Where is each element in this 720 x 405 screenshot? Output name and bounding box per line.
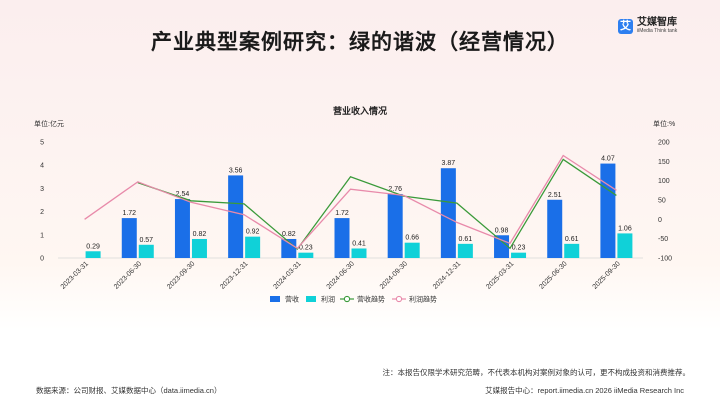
data-label-revenue: 2.54 [176,191,190,198]
bar-profit [298,252,314,258]
chart-title: 营业收入情况 [333,105,387,116]
left-axis-unit: 单位:亿元 [34,119,64,128]
x-tick-label: 2023-09-30 [166,260,196,290]
y-right-tick-label: 0 [658,217,662,224]
data-label-revenue: 2.76 [388,186,402,193]
legend-label-3: 利润趋势 [409,295,437,304]
legend-marker-2 [343,295,351,303]
x-tick-label: 2025-09-30 [592,260,622,290]
legend-marker-3 [395,295,403,303]
brand-logo: 艾 艾媒智库 iiMedia Think tank [618,18,677,34]
data-label-profit: 0.66 [405,235,419,242]
bar-profit [351,248,367,258]
y-left-tick-label: 0 [40,256,44,263]
x-tick-label: 2023-03-31 [60,260,90,290]
x-tick-label: 2024-09-30 [379,260,409,290]
y-left-tick-label: 1 [40,232,44,239]
data-label-revenue: 2.51 [548,192,562,199]
y-right-tick-label: -100 [658,256,672,263]
legend-label-1: 利润 [321,295,335,304]
data-label-revenue: 3.56 [229,167,243,174]
data-label-profit: 0.29 [86,243,100,250]
logo-subtitle: iiMedia Think tank [637,28,678,34]
bar-revenue [281,238,297,258]
x-tick-label: 2023-06-30 [113,260,143,290]
x-tick-label: 2024-03-31 [272,260,302,290]
logo-icon: 艾 [618,18,633,34]
y-right-tick-label: -50 [658,236,668,243]
x-tick-label: 2023-12-31 [219,260,249,290]
y-left-tick-label: 3 [40,186,44,193]
bar-profit [564,243,580,258]
legend-label-0: 营收 [285,295,299,304]
y-right-tick-label: 100 [658,178,670,185]
legend-swatch-0 [270,296,280,302]
bar-revenue [440,168,456,258]
bar-revenue [387,193,403,258]
right-axis-unit: 单位:% [653,119,675,128]
data-label-revenue: 1.72 [122,210,136,217]
data-label-profit: 0.82 [193,231,207,238]
bar-revenue [228,175,244,258]
data-label-profit: 1.06 [618,225,632,232]
bar-profit [457,243,473,258]
y-left-tick-label: 4 [40,163,44,170]
data-label-profit: 0.57 [139,237,153,244]
y-left-tick-label: 2 [40,209,44,216]
bar-revenue [547,199,563,258]
y-right-tick-label: 150 [658,159,670,166]
data-label-profit: 0.92 [246,229,260,236]
page-title: 产业典型案例研究：绿的谐波（经营情况） [151,31,569,54]
data-label-revenue: 0.98 [495,227,509,234]
bar-profit [85,251,101,258]
x-tick-label: 2024-06-30 [326,260,356,290]
data-label-revenue: 1.72 [335,210,349,217]
report-center-credit: 艾媒报告中心：report.iimedia.cn 2026 iiMedia Re… [485,386,684,395]
data-source: 数据来源：公司财报、艾媒数据中心（data.iimedia.cn） [36,386,222,395]
data-label-revenue: 3.87 [442,160,456,167]
bar-revenue [174,199,190,258]
data-label-revenue: 0.82 [282,231,296,238]
bar-profit [404,242,420,258]
bar-revenue [334,218,350,258]
x-tick-label: 2025-06-30 [538,260,568,290]
line-revenue-trend [137,158,617,251]
logo-text: 艾媒智库 iiMedia Think tank [637,18,677,34]
bar-revenue [600,163,616,258]
legend-swatch-1 [306,296,316,302]
x-tick-label: 2024-12-31 [432,260,462,290]
legend-label-2: 营收趋势 [357,295,385,304]
line-profit-trend [84,154,617,250]
data-label-revenue: 4.07 [601,156,615,163]
data-label-profit: 0.23 [512,245,526,252]
data-label-profit: 0.61 [459,236,473,243]
logo-name: 艾媒智库 [637,17,677,28]
disclaimer-note: 注：本报告仅限学术研究范畴，不代表本机构对案例对象的认可，更不构成投资和消费推荐… [382,368,691,377]
bar-profit [191,238,207,258]
bar-profit [245,236,261,258]
bar-revenue [121,218,137,258]
bar-revenue [494,235,510,258]
x-tick-label: 2025-03-31 [485,260,515,290]
header-background [0,0,720,330]
data-label-profit: 0.41 [352,240,366,247]
y-left-tick-label: 5 [40,140,44,147]
y-right-tick-label: 200 [658,140,670,147]
bar-profit [511,252,527,258]
data-label-profit: 0.23 [299,245,313,252]
bar-profit [617,233,633,258]
data-label-profit: 0.61 [565,236,579,243]
y-right-tick-label: 50 [658,198,666,205]
bar-profit [138,244,154,258]
